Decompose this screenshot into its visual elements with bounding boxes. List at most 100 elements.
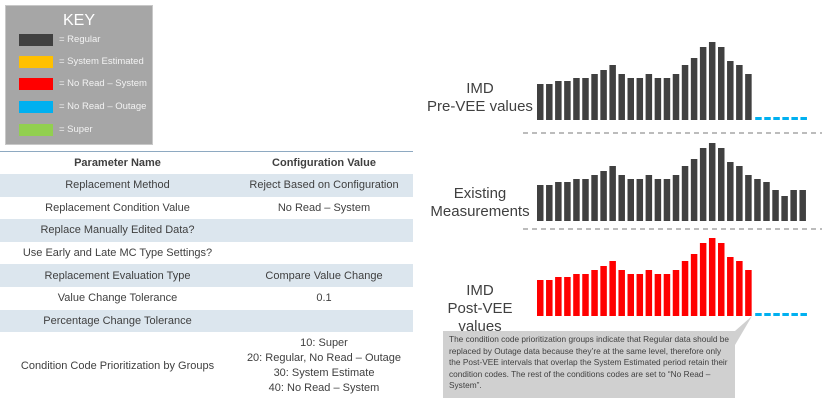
pre-vee-bar [699, 47, 707, 120]
post-vee-bar [564, 277, 571, 316]
pre-vee-outage-mark [800, 117, 807, 120]
swatch-no-read-system [19, 77, 53, 90]
post-vee-label: IMD Post-VEE values [425, 282, 535, 336]
existing-bar [772, 190, 779, 221]
existing-bar [609, 166, 616, 221]
pre-vee-bar [727, 61, 734, 120]
priority-group: 40: No Read – System [268, 382, 380, 395]
param-value: No Read – System [277, 201, 371, 214]
key-item-no-read-outage: = No Read – Outage [19, 100, 146, 113]
post-vee-outage-mark [773, 313, 780, 316]
pre-vee-bar [537, 84, 544, 120]
post-vee-bar [699, 243, 707, 316]
pre-vee-bar [663, 78, 671, 120]
key-label: = System Estimated [59, 56, 144, 67]
pre-vee-bar [636, 78, 644, 120]
post-vee-bar [591, 270, 598, 316]
pre-vee-bar [708, 42, 716, 120]
key-item-regular: = Regular [19, 33, 100, 46]
pre-vee-bar [654, 78, 662, 120]
post-vee-bar [645, 270, 653, 316]
existing-bar [690, 159, 698, 221]
pre-vee-bar [745, 74, 752, 120]
swatch-system-estimated [19, 55, 53, 68]
callout-note: The condition code prioritization groups… [443, 331, 735, 398]
post-vee-bar [546, 280, 553, 316]
post-vee-outage-mark [791, 313, 798, 316]
post-vee-outage-mark [764, 313, 771, 316]
pre-vee-bar [609, 65, 616, 120]
pre-vee-outage-mark [791, 117, 798, 120]
label-line: Post-VEE values [447, 300, 513, 335]
existing-bar [645, 175, 653, 221]
existing-bar [672, 175, 680, 221]
existing-bar [708, 143, 716, 221]
priority-group: 30: System Estimate [273, 367, 375, 380]
post-vee-bar [537, 280, 544, 316]
param-value [235, 219, 413, 242]
existing-bar [627, 179, 634, 221]
table-row: Condition Code Prioritization by Groups … [0, 332, 413, 400]
pre-vee-outage-mark [764, 117, 771, 120]
existing-bar [546, 185, 553, 221]
priority-group: 20: Regular, No Read – Outage [246, 352, 402, 365]
param-name: Replacement Evaluation Type [0, 264, 235, 287]
existing-bar [781, 196, 788, 221]
existing-bar [727, 162, 734, 221]
post-vee-bar [636, 274, 644, 316]
table-row: Use Early and Late MC Type Settings? [0, 242, 413, 265]
existing-bar [582, 179, 589, 221]
label-line: Pre-VEE values [427, 98, 533, 115]
label-line: Measurements [430, 203, 530, 220]
post-vee-bar [609, 261, 616, 316]
existing-bar [718, 148, 725, 221]
post-vee-bar [708, 238, 716, 316]
param-name: Replacement Condition Value [45, 201, 190, 214]
pre-vee-bar [573, 78, 580, 120]
post-vee-bar [745, 270, 752, 316]
priority-group: 10: Super [300, 337, 348, 350]
post-vee-outage-mark [800, 313, 807, 316]
pre-vee-bar [591, 74, 598, 120]
param-name: Use Early and Late MC Type Settings? [22, 247, 213, 260]
param-name: Replace Manually Edited Data? [0, 219, 235, 242]
existing-bar [654, 179, 662, 221]
post-vee-bar [627, 274, 634, 316]
pre-vee-bar [681, 65, 689, 120]
pre-vee-bar [582, 78, 589, 120]
key-legend: KEY = Regular = System Estimated = No Re… [5, 5, 153, 145]
swatch-regular [19, 33, 53, 46]
key-label: = No Read – System [59, 78, 147, 89]
label-line: IMD [466, 80, 494, 97]
table-row: Replacement Method Reject Based on Config… [0, 174, 413, 197]
existing-bar [663, 179, 671, 221]
post-vee-outage-mark [782, 313, 789, 316]
param-name: Value Change Tolerance [57, 292, 178, 305]
existing-bar [736, 166, 743, 221]
existing-bar [600, 171, 607, 221]
swatch-super [19, 123, 53, 136]
param-value: Reject Based on Configuration [235, 174, 413, 197]
post-vee-bar [718, 243, 725, 316]
existing-bar [537, 185, 544, 221]
param-name: Replacement Method [0, 174, 235, 197]
pre-vee-outage-mark [773, 117, 780, 120]
pre-vee-outage-mark [782, 117, 789, 120]
existing-bar [745, 175, 752, 221]
parameter-table: Parameter Name Configuration Value Repla… [0, 151, 413, 400]
existing-bar [763, 182, 770, 221]
existing-bar [591, 175, 598, 221]
param-value: Compare Value Change [235, 264, 413, 287]
post-vee-bar [727, 257, 734, 316]
param-value: 0.1 [316, 292, 332, 305]
header-parameter-name: Parameter Name [0, 151, 235, 174]
pre-vee-bar [672, 74, 680, 120]
label-line: Existing [453, 185, 507, 202]
table-row: Replace Manually Edited Data? [0, 219, 413, 242]
key-label: = No Read – Outage [59, 101, 147, 112]
pre-vee-outage-mark [755, 117, 762, 120]
post-vee-bar [672, 270, 680, 316]
key-title: KEY [62, 12, 95, 29]
pre-vee-bar [718, 47, 725, 120]
